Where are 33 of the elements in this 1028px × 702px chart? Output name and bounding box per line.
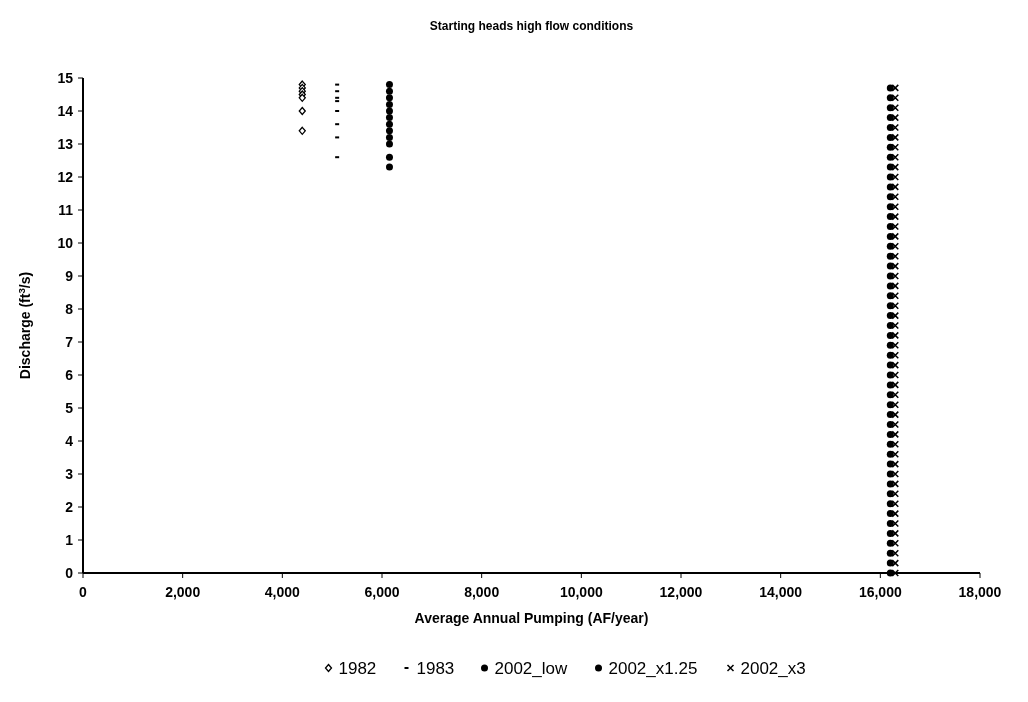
x-tick-label: 2,000 [165,584,201,600]
x-tick-label: 18,000 [958,584,1002,600]
chart-title: Starting heads high flow conditions [429,19,634,33]
y-tick-label: 11 [58,202,74,218]
y-tick-label: 13 [57,136,74,152]
x-tick-label: 14,000 [759,584,803,600]
legend-label: 2002_x1.25 [608,659,698,678]
y-tick-label: 10 [57,235,74,251]
legend-label: 2002_low [494,659,568,678]
y-tick-label: 1 [65,532,74,548]
x-tick-label: 10,000 [559,584,603,600]
y-tick-label: 9 [65,268,74,284]
x-tick-label: 6,000 [364,584,400,600]
y-tick-label: 2 [65,499,74,515]
y-tick-label: 15 [57,70,74,86]
y-tick-label: 4 [65,433,74,449]
x-tick-label: 8,000 [464,584,500,600]
y-tick-label: 14 [57,103,74,119]
y-tick-label: 7 [65,334,74,350]
x-tick-label: 12,000 [659,584,703,600]
legend-label: 1983 [416,659,455,678]
y-tick-label: 0 [65,565,74,581]
x-tick-label: 0 [79,584,88,600]
y-tick-label: 8 [65,301,74,317]
x-tick-label: 4,000 [264,584,301,600]
x-axis-title: Average Annual Pumping (AF/year) [414,610,649,626]
y-tick-label: 6 [65,367,74,383]
x-tick-label: 16,000 [858,584,902,600]
y-tick-label: 12 [57,169,74,185]
legend-label: 1982 [338,659,377,678]
y-tick-label: 3 [65,466,74,482]
y-tick-label: 5 [65,400,74,416]
legend-label: 2002_x3 [740,659,806,678]
